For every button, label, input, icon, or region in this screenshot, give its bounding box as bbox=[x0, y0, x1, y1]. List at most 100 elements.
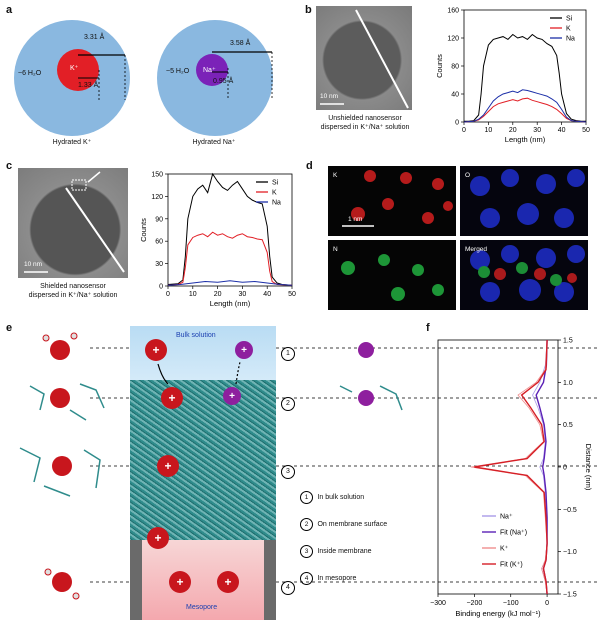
y-tick-label-6: 1.5 bbox=[563, 338, 573, 345]
x-tick-label-3: 30 bbox=[533, 127, 541, 134]
y-tick-label-3: 0 bbox=[563, 465, 567, 472]
legend-label-f-3: Fit (K⁺) bbox=[500, 562, 523, 569]
series-line-k bbox=[463, 97, 587, 123]
mesopore-label: Mesopore bbox=[186, 604, 218, 611]
na-ion-label: Na⁺ bbox=[203, 67, 216, 74]
membrane-region bbox=[130, 380, 276, 550]
step-marker-1: 1 bbox=[281, 342, 295, 361]
eels-map-o: O bbox=[460, 166, 588, 236]
caption-b-2: dispersed in K⁺/Na⁺ solution bbox=[320, 124, 410, 131]
legend-label-f-2: K⁺ bbox=[500, 546, 509, 553]
legend-label-f-1: Fit (Na⁺) bbox=[500, 530, 527, 537]
y-axis-label: Counts bbox=[139, 218, 148, 242]
ion-k-mesopore-1: + bbox=[169, 571, 191, 593]
bulk-solution-label: Bulk solution bbox=[176, 332, 216, 339]
svg-text:+: + bbox=[224, 575, 231, 589]
step-marker-4: 4 bbox=[281, 576, 295, 595]
chart-f: −300 −200 −100 0 −1.5 −1.0 −0.5 0 0.5 1.0 1.5 Bindi… bbox=[430, 338, 593, 619]
legend-label-si: Si bbox=[272, 180, 279, 187]
scale-bar-d: 1 nm bbox=[348, 216, 363, 223]
legend-text-4: In mesopore bbox=[317, 575, 357, 582]
tem-image-unshielded: 10 nm bbox=[316, 6, 412, 110]
caption-c-2: dispersed in K⁺/Na⁺ solution bbox=[28, 292, 118, 299]
na-outer-radius-label: 3.58 Å bbox=[230, 40, 251, 47]
legend-label-k: K bbox=[272, 190, 277, 197]
ion-k-exit: + bbox=[147, 527, 169, 549]
legend-text-2: On membrane surface bbox=[317, 521, 388, 528]
y-tick-label-4: 0.5 bbox=[563, 422, 573, 429]
svg-text:+: + bbox=[154, 531, 161, 545]
panel-letter-e: e bbox=[6, 322, 13, 334]
legend-num-4: 4 bbox=[300, 572, 313, 585]
k-outer-radius-label: 3.31 Å bbox=[84, 34, 105, 41]
panel-letter-c: c bbox=[6, 160, 13, 172]
series-line-na bbox=[167, 280, 293, 286]
scale-bar-c: 10 nm bbox=[24, 261, 43, 268]
x-axis-label-f: Binding energy (kJ mol⁻¹) bbox=[455, 609, 541, 618]
x-tick-label-0: 0 bbox=[166, 291, 170, 298]
svg-text:+: + bbox=[229, 391, 235, 402]
eels-map-merged: Merged bbox=[460, 240, 588, 310]
k-ion bbox=[57, 49, 99, 91]
y-tick-label-2: −0.5 bbox=[563, 507, 577, 514]
x-tick-label-0: −300 bbox=[430, 600, 446, 607]
y-tick-label-5: 1.0 bbox=[563, 380, 573, 387]
ion-k-mesopore-2: + bbox=[217, 571, 239, 593]
x-tick-label-2: 20 bbox=[509, 127, 517, 134]
y-tick-label-2: 60 bbox=[155, 239, 163, 246]
chart-c: 0 10 20 30 40 50 0 30 60 90 120 150 Length (nm) Count… bbox=[139, 172, 296, 309]
pore-wall-left bbox=[130, 540, 142, 620]
y-tick-label-2: 80 bbox=[451, 64, 459, 71]
n-spots bbox=[341, 254, 444, 301]
pore-wall-right bbox=[264, 540, 276, 620]
y-tick-label-3: 120 bbox=[447, 36, 459, 43]
solvated-k-left bbox=[19, 332, 105, 600]
y-tick-label-1: 40 bbox=[451, 92, 459, 99]
y-tick-label-3: 90 bbox=[155, 216, 163, 223]
k-water-count: ~6 H₂O bbox=[18, 70, 42, 77]
hydration-schematic bbox=[14, 20, 273, 136]
chart-b: 0 10 20 30 40 50 0 40 80 120 160 Length (nm) Counts S… bbox=[435, 8, 590, 145]
series-line-f-0 bbox=[532, 339, 548, 595]
x-axis-label: Length (nm) bbox=[505, 135, 546, 144]
y-tick-label-1: 30 bbox=[155, 261, 163, 268]
simulation-overlay: + + + + + + + + bbox=[19, 332, 600, 600]
x-tick-label-0: 0 bbox=[462, 127, 466, 134]
x-tick-label-1: −200 bbox=[466, 600, 482, 607]
x-tick-label-1: 10 bbox=[189, 291, 197, 298]
tile-label-o: O bbox=[465, 172, 471, 179]
panel-letter-f: f bbox=[426, 322, 430, 334]
na-inner-radius-label: 0.95 Å bbox=[213, 78, 234, 85]
x-tick-label-3: 0 bbox=[545, 600, 549, 607]
x-tick-label-2: 20 bbox=[214, 291, 222, 298]
x-tick-label-5: 50 bbox=[288, 291, 296, 298]
panel-letter-a: a bbox=[6, 4, 13, 16]
x-tick-label-3: 30 bbox=[239, 291, 247, 298]
x-tick-label-2: −100 bbox=[503, 600, 519, 607]
legend-label-na: Na bbox=[566, 36, 575, 43]
series-line-si bbox=[167, 172, 293, 286]
ion-na-bulk: + bbox=[235, 341, 253, 359]
ion-na-surface: + bbox=[223, 387, 241, 405]
na-path-arrow bbox=[235, 361, 241, 385]
tem-image-shielded: 10 nm bbox=[18, 168, 128, 278]
tile-label-n: N bbox=[333, 246, 338, 253]
na-water-count: ~5 H₂O bbox=[166, 68, 190, 75]
y-tick-label-4: 160 bbox=[447, 8, 459, 15]
eels-map-k: K 1 nm bbox=[328, 166, 456, 236]
tile-label-k: K bbox=[333, 172, 338, 179]
scale-bar-b: 10 nm bbox=[320, 93, 339, 100]
y-tick-label-0: 0 bbox=[455, 120, 459, 127]
legend-num-2: 2 bbox=[300, 518, 313, 531]
legend-label-si: Si bbox=[566, 16, 573, 23]
panel-letter-b: b bbox=[305, 4, 312, 16]
eels-map-n: N bbox=[328, 240, 456, 310]
x-tick-label-5: 50 bbox=[582, 127, 590, 134]
k-path-arrow bbox=[157, 363, 169, 385]
y-tick-label-5: 150 bbox=[151, 172, 163, 179]
legend-label-na: Na bbox=[272, 200, 281, 207]
y-axis-label: Counts bbox=[435, 54, 444, 78]
step-marker-3: 3 bbox=[281, 460, 295, 479]
series-line-k bbox=[167, 231, 293, 286]
mesopore-region bbox=[130, 540, 276, 620]
